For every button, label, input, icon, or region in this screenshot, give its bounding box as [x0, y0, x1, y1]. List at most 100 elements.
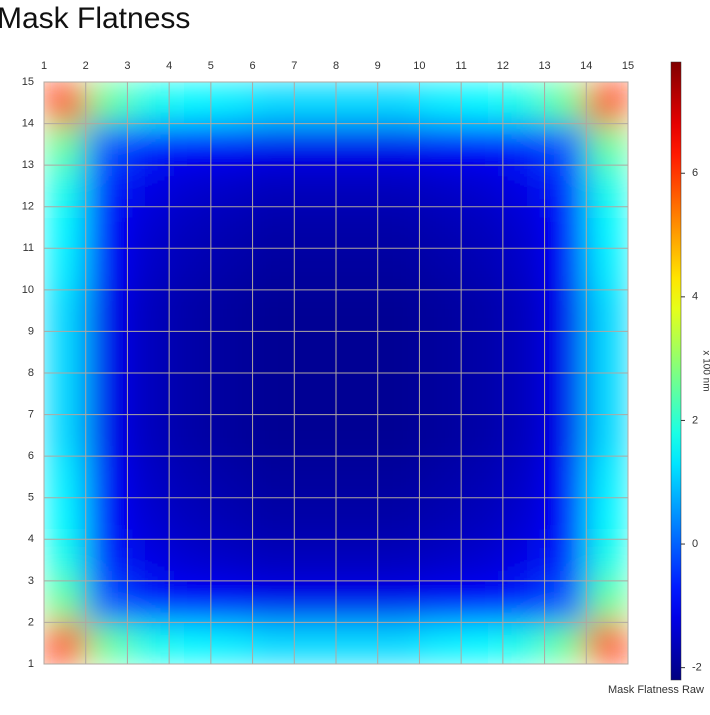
- cell: [294, 206, 337, 249]
- y-tick-label: 15: [22, 76, 34, 88]
- cell: [586, 373, 628, 416]
- cell: [294, 331, 337, 374]
- y-tick-label: 7: [28, 408, 34, 420]
- cell: [502, 123, 546, 166]
- cell: [294, 456, 337, 499]
- cell: [544, 414, 587, 457]
- cell: [419, 539, 462, 582]
- cell: [44, 165, 87, 208]
- cell: [127, 456, 170, 499]
- y-tick-label: 2: [28, 616, 34, 628]
- cell: [252, 580, 295, 623]
- cell: [294, 580, 337, 623]
- cell: [336, 580, 379, 623]
- cell: [210, 165, 254, 208]
- cell: [127, 497, 170, 540]
- cell: [127, 331, 170, 374]
- cell: [210, 331, 254, 374]
- cell: [336, 82, 379, 125]
- cell: [419, 206, 462, 249]
- cell: [336, 373, 379, 416]
- y-tick-label: 6: [28, 450, 34, 462]
- cell: [169, 123, 212, 166]
- cell: [544, 622, 587, 664]
- cell: [210, 456, 254, 499]
- cell: [586, 248, 628, 291]
- cell: [377, 456, 420, 499]
- y-tick-label: 5: [28, 492, 34, 504]
- cell: [210, 206, 254, 249]
- cell: [127, 248, 170, 291]
- cell: [461, 497, 504, 540]
- cell: [85, 456, 128, 499]
- cell: [127, 580, 170, 623]
- cell: [44, 414, 87, 457]
- cell: [336, 206, 379, 249]
- plot-border: [43, 81, 629, 665]
- cell: [252, 123, 295, 166]
- cell: [169, 414, 212, 457]
- cell: [336, 248, 379, 291]
- y-tick-label: 3: [28, 575, 34, 587]
- x-tick-label: 11: [455, 60, 466, 72]
- cell: [586, 331, 628, 374]
- cell: [85, 331, 128, 374]
- x-tick-label: 3: [124, 60, 130, 72]
- colorbar-tick-label: 0: [692, 538, 698, 550]
- colorbar: [670, 61, 682, 681]
- cell: [169, 82, 212, 125]
- cell: [127, 206, 170, 249]
- cell: [461, 622, 504, 664]
- cell: [294, 165, 337, 208]
- cell: [377, 580, 420, 623]
- cell: [294, 123, 337, 166]
- cell: [377, 165, 420, 208]
- cell: [44, 248, 87, 291]
- colorbar-label: x 100 nm: [700, 350, 710, 391]
- cell: [85, 248, 128, 291]
- cell: [169, 206, 212, 249]
- cell: [502, 497, 546, 540]
- x-tick-label: 12: [497, 60, 509, 72]
- cell: [586, 497, 628, 540]
- cell: [44, 206, 87, 249]
- cell: [44, 373, 87, 416]
- cell: [336, 414, 379, 457]
- cell: [336, 123, 379, 166]
- cell: [294, 289, 337, 332]
- cell: [377, 622, 420, 664]
- cell: [336, 456, 379, 499]
- cell: [169, 622, 212, 664]
- cell: [461, 539, 504, 582]
- cell: [210, 248, 254, 291]
- cell: [544, 123, 587, 166]
- cell: [294, 414, 337, 457]
- cell: [294, 497, 337, 540]
- cell: [377, 497, 420, 540]
- cell: [502, 248, 546, 291]
- cell: [336, 289, 379, 332]
- cell: [252, 456, 295, 499]
- cell: [210, 414, 254, 457]
- cell: [544, 497, 587, 540]
- cell: [544, 289, 587, 332]
- cell: [252, 289, 295, 332]
- series-label: Mask Flatness Raw: [608, 684, 704, 696]
- cell: [419, 373, 462, 416]
- chart-title: Mask Flatness: [0, 2, 190, 35]
- cell: [85, 580, 128, 623]
- cell: [44, 82, 87, 125]
- cell: [336, 497, 379, 540]
- cell: [502, 539, 546, 582]
- cell: [169, 165, 212, 208]
- cells: [44, 82, 628, 664]
- cell: [127, 622, 170, 664]
- cell: [336, 165, 379, 208]
- cell: [169, 289, 212, 332]
- cell: [336, 331, 379, 374]
- cell: [336, 539, 379, 582]
- x-tick-label: 14: [580, 60, 592, 72]
- y-tick-label: 12: [22, 201, 34, 213]
- x-tick-label: 15: [622, 60, 634, 72]
